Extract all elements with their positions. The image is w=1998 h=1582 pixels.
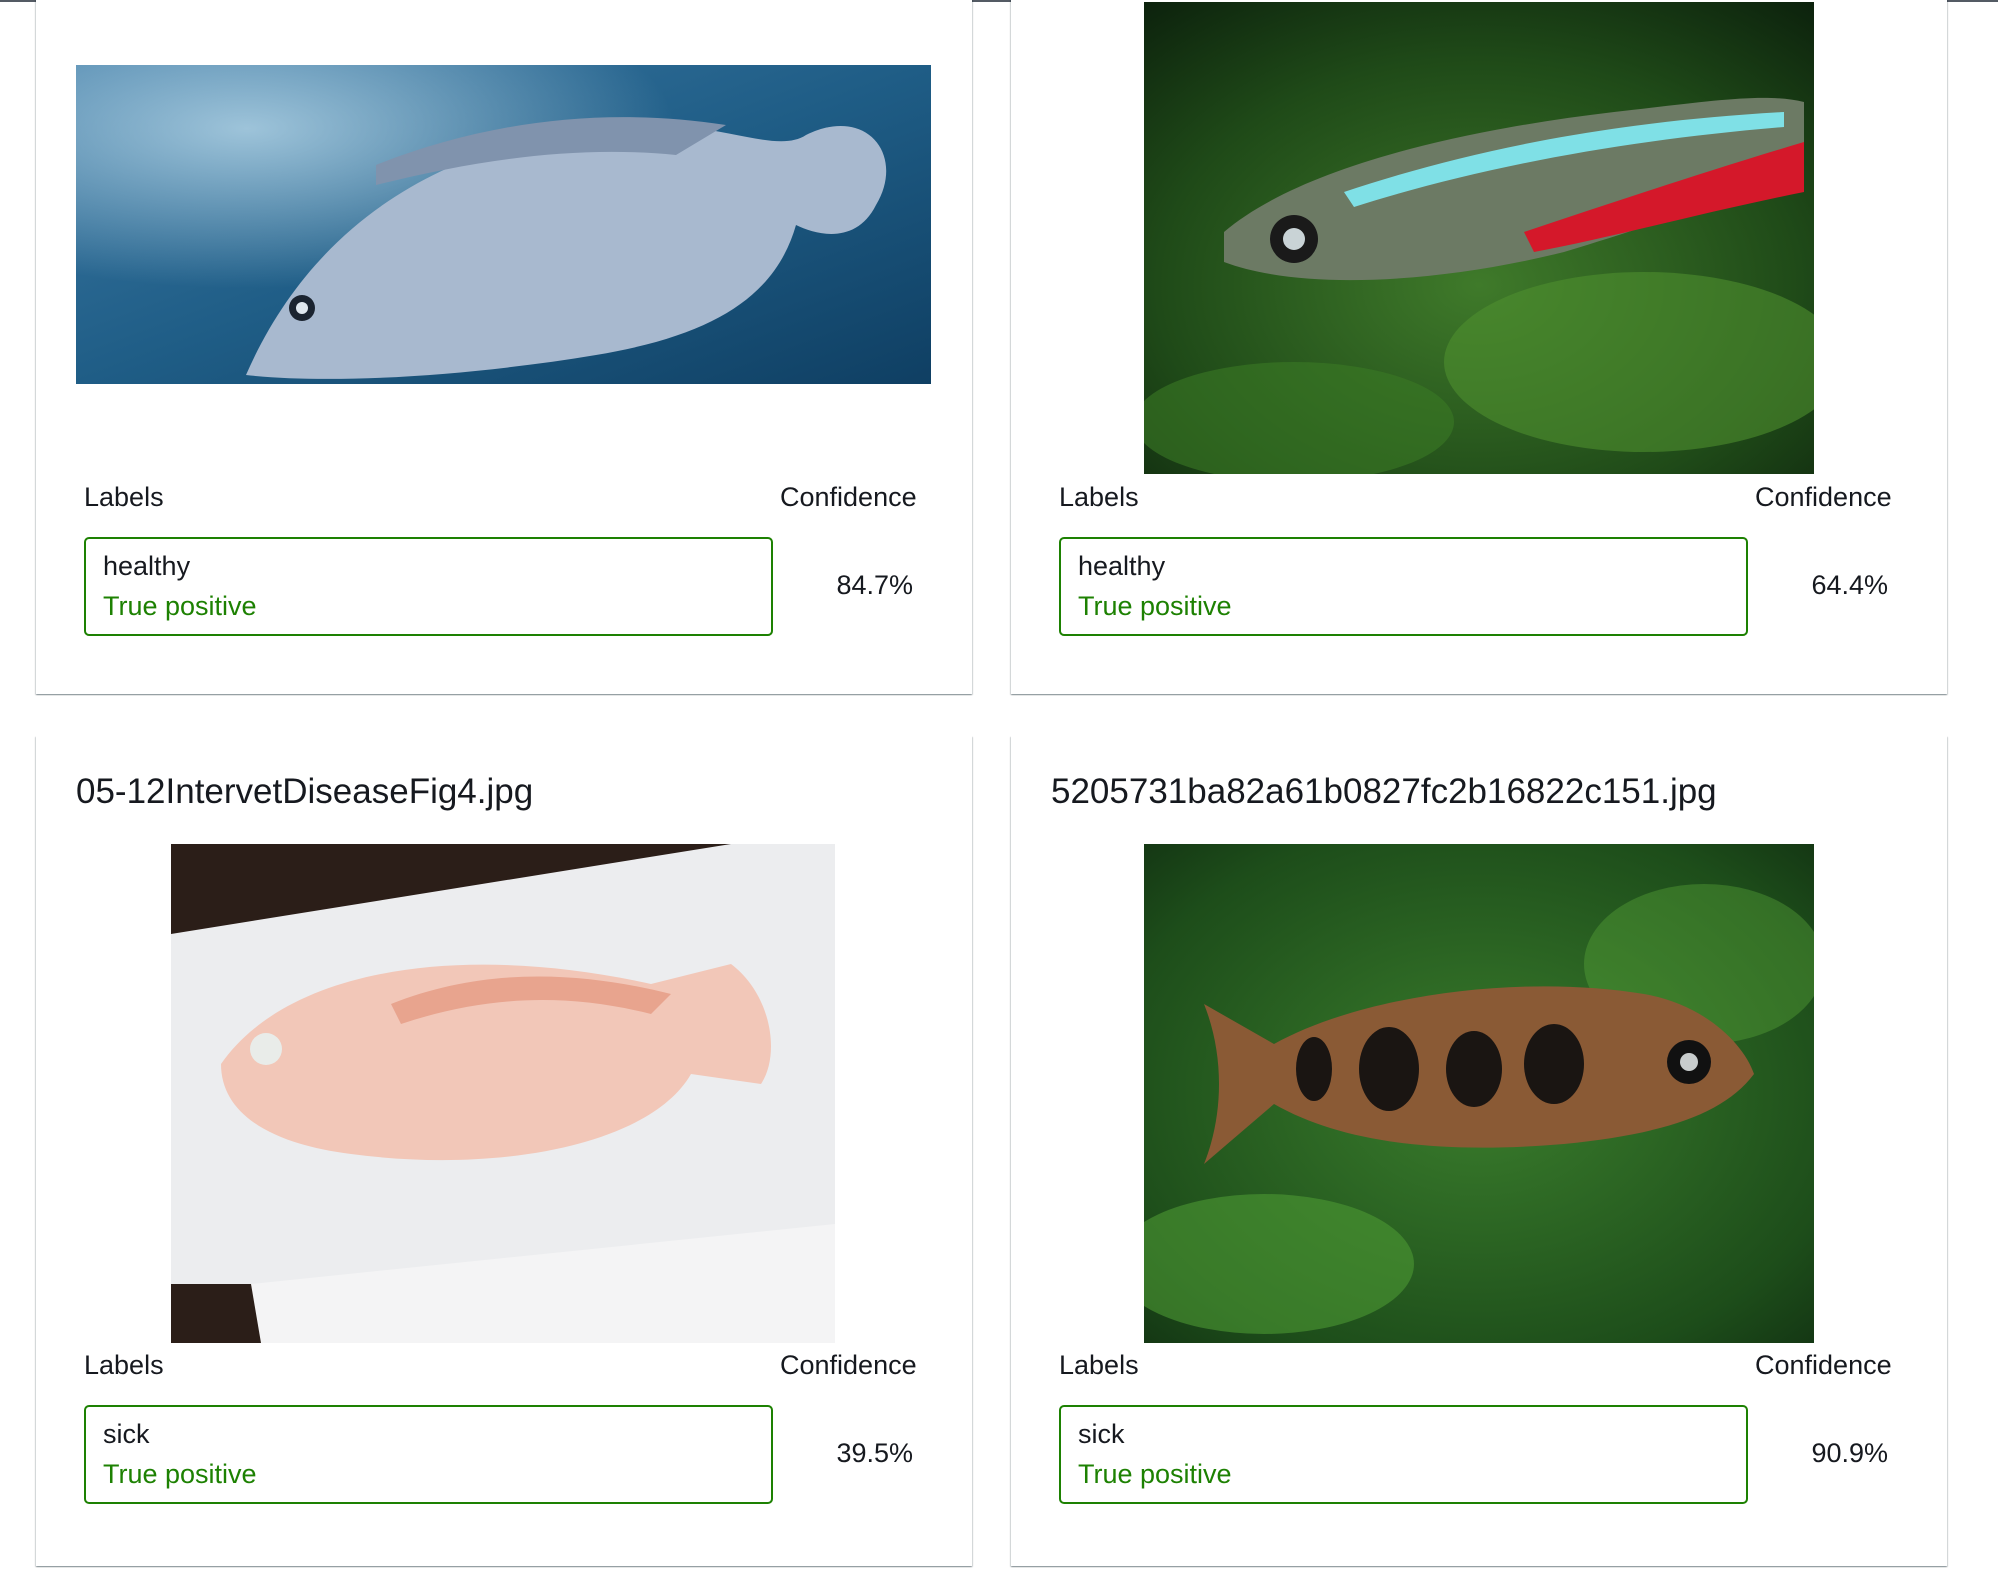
top-divider [0,0,1998,2]
label-result-box: sick True positive [1059,1405,1748,1504]
result-status: True positive [1078,1459,1232,1489]
result-card: 05-12IntervetDiseaseFig4.jpg Labels Conf… [36,736,972,1566]
confidence-value: 84.7% [836,570,913,600]
confidence-header: Confidence [1755,1350,1892,1380]
result-card: 5205731ba82a61b0827fc2b16822c151.jpg Lab… [1011,736,1947,1566]
predicted-label: sick [103,1419,150,1449]
result-card: Labels Confidence healthy True positive … [36,0,972,694]
confidence-header: Confidence [780,482,917,512]
result-status: True positive [1078,591,1232,621]
confidence-value: 39.5% [836,1438,913,1468]
labels-header: Labels [1059,482,1139,512]
label-result-box: sick True positive [84,1405,773,1504]
image-filename: 05-12IntervetDiseaseFig4.jpg [76,772,534,811]
fish-image [171,844,835,1343]
image-filename: 5205731ba82a61b0827fc2b16822c151.jpg [1051,772,1717,811]
result-status: True positive [103,591,257,621]
result-status: True positive [103,1459,257,1489]
fish-image [1144,2,1814,474]
fish-image [1144,844,1814,1343]
confidence-header: Confidence [1755,482,1892,512]
labels-header: Labels [84,1350,164,1380]
labels-header: Labels [1059,1350,1139,1380]
labels-header: Labels [84,482,164,512]
predicted-label: healthy [103,551,191,581]
predicted-label: healthy [1078,551,1166,581]
result-card: Labels Confidence healthy True positive … [1011,0,1947,694]
label-result-box: healthy True positive [1059,537,1748,636]
confidence-value: 64.4% [1811,570,1888,600]
label-result-box: healthy True positive [84,537,773,636]
predicted-label: sick [1078,1419,1125,1449]
fish-image [76,65,931,384]
confidence-value: 90.9% [1811,1438,1888,1468]
confidence-header: Confidence [780,1350,917,1380]
